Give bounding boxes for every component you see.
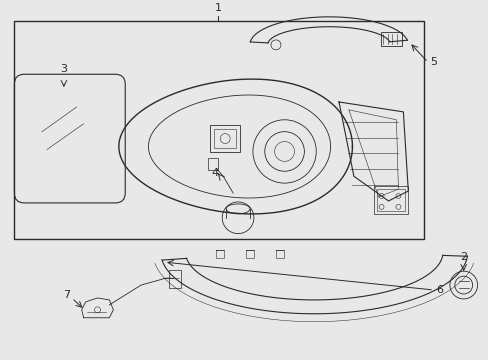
Bar <box>380 32 402 46</box>
Text: 5: 5 <box>429 57 436 67</box>
Bar <box>373 186 407 214</box>
Bar <box>214 129 236 148</box>
Bar <box>168 270 180 288</box>
Text: 2: 2 <box>459 252 467 262</box>
Text: 4: 4 <box>211 168 218 178</box>
Bar <box>210 125 240 152</box>
Text: 6: 6 <box>435 285 442 295</box>
Text: 1: 1 <box>214 3 222 13</box>
Text: 3: 3 <box>60 64 67 74</box>
Bar <box>14 21 423 239</box>
Bar <box>208 158 218 170</box>
Bar <box>376 189 405 211</box>
Text: 7: 7 <box>62 290 70 300</box>
